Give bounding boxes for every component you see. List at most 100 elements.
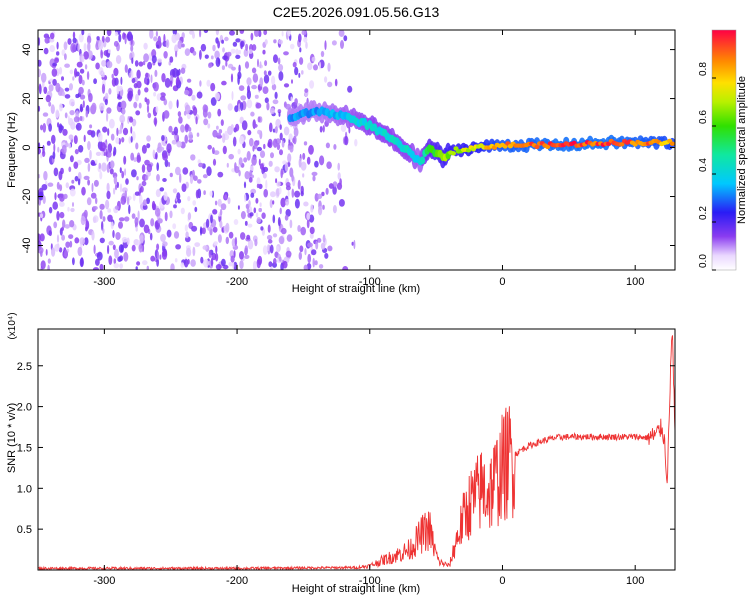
spectrogram-noise-blob <box>303 201 309 207</box>
spectrogram-noise-blob <box>118 33 122 43</box>
spectrogram-noise-blob <box>293 127 299 137</box>
spectrogram-noise-blob <box>84 237 89 246</box>
spectrogram-noise-blob <box>210 55 214 60</box>
snr-series-line <box>38 335 675 570</box>
spectrogram-noise-blob <box>299 245 304 253</box>
spectrogram-noise-blob <box>272 214 276 224</box>
spectrogram-noise-blob <box>267 142 271 148</box>
spectrogram-noise-blob <box>254 94 259 99</box>
spectrogram-noise-blob <box>69 220 75 228</box>
spectrogram-noise-blob <box>40 72 47 83</box>
spectrogram-noise-blob <box>291 79 293 84</box>
spectrogram-noise-blob <box>49 32 55 40</box>
spectrogram-noise-blob <box>337 162 341 171</box>
spectrogram-noise-blob <box>230 255 235 263</box>
spectrogram-noise-blob <box>233 250 236 258</box>
spectrogram-noise-blob <box>235 38 241 43</box>
spectrogram-noise-blob <box>145 72 149 78</box>
spectrogram-noise-blob <box>42 112 49 117</box>
x-tick-label: 0 <box>499 575 505 587</box>
spectrogram-noise-blob <box>222 145 227 155</box>
spectrogram-noise-blob <box>107 244 110 255</box>
spectrogram-noise-blob <box>207 123 211 129</box>
spectrogram-noise-blob <box>217 198 222 207</box>
spectrogram-noise-blob <box>44 37 50 44</box>
spectrogram-noise-blob <box>180 262 185 268</box>
spectrogram-noise-blob <box>83 209 88 219</box>
spectrogram-noise-blob <box>47 258 51 264</box>
spectrogram-noise-blob <box>146 104 150 113</box>
spectrogram-noise-blob <box>228 262 233 267</box>
spectrogram-noise-blob <box>118 217 125 222</box>
spectrogram-noise-blob <box>38 105 41 112</box>
spectrogram-noise-blob <box>219 220 223 228</box>
spectrogram-noise-blob <box>61 76 64 81</box>
spectrogram-noise-blob <box>269 244 274 254</box>
spectrogram-noise-blob <box>278 71 284 81</box>
spectrogram-noise-blob <box>105 199 110 210</box>
spectrogram-noise-blob <box>146 265 149 270</box>
snr-frame <box>37 328 676 571</box>
spectrogram-noise-blob <box>314 260 318 266</box>
spectrogram-noise-blob <box>62 128 68 136</box>
spectrogram-noise-blob <box>168 125 173 133</box>
spectrogram-noise-blob <box>263 74 270 84</box>
spectrogram-noise-blob <box>291 188 295 198</box>
spectrogram-noise-blob <box>101 162 107 172</box>
spectrogram-noise-blob <box>214 50 220 60</box>
spectrogram-noise-blob <box>262 86 269 94</box>
spectrogram-noise-blob <box>289 43 295 50</box>
spectrogram-noise-blob <box>115 55 122 64</box>
spectrogram-noise-blob <box>301 70 304 75</box>
spectrogram-noise-blob <box>155 106 159 113</box>
y-tick-label: 20 <box>21 92 33 104</box>
spectrogram-noise-blob <box>173 204 177 209</box>
spectrogram-noise-blob <box>212 158 217 166</box>
spectrogram-noise-blob <box>169 56 174 63</box>
spectrogram-noise-blob <box>96 36 100 41</box>
spectrogram-noise-blob <box>280 168 284 179</box>
y-tick-label: 1.0 <box>17 483 32 495</box>
spectrogram-noise-blob <box>79 237 85 245</box>
spectrogram-noise-blob <box>262 172 267 179</box>
spectrogram-noise-blob <box>184 48 191 56</box>
spectrogram-noise-blob <box>89 124 93 129</box>
spectrogram-noise-layer <box>38 30 358 270</box>
spectrogram-noise-blob <box>59 184 63 192</box>
spectrogram-noise-blob <box>151 55 157 64</box>
spectrogram-noise-blob <box>130 136 133 143</box>
spectrogram-noise-blob <box>210 214 213 224</box>
spectrogram-noise-blob <box>141 164 146 173</box>
spectrogram-noise-blob <box>192 50 197 56</box>
spectrogram-noise-blob <box>303 36 308 43</box>
spectrogram-noise-blob <box>108 255 113 265</box>
spectrogram-noise-blob <box>230 73 234 83</box>
x-tick-label: -300 <box>93 276 115 288</box>
spectrogram-noise-blob <box>55 109 60 119</box>
spectrogram-noise-blob <box>315 240 319 250</box>
spectrogram-noise-blob <box>87 162 91 172</box>
spectrogram-noise-blob <box>228 231 234 239</box>
spectrogram-noise-blob <box>166 143 172 154</box>
spectrogram-noise-blob <box>38 59 42 67</box>
spectrogram-noise-blob <box>136 261 141 266</box>
spectrogram-noise-blob <box>339 178 342 186</box>
spectrogram-noise-blob <box>235 123 240 132</box>
spectrogram-noise-blob <box>101 60 107 67</box>
spectrogram-noise-blob <box>72 76 75 81</box>
spectrogram-noise-blob <box>293 135 297 145</box>
x-tick-label: -100 <box>359 276 381 288</box>
spectrogram-noise-blob <box>141 180 147 187</box>
spectrogram-noise-blob <box>40 260 46 270</box>
spectrogram-noise-blob <box>153 36 158 42</box>
spectrogram-noise-blob <box>283 51 289 56</box>
spectrogram-noise-blob <box>150 218 155 227</box>
spectrogram-noise-blob <box>248 200 251 207</box>
spectrogram-noise-blob <box>294 66 299 76</box>
spectrogram-noise-blob <box>124 168 127 176</box>
spectrogram-noise-blob <box>73 135 78 145</box>
spectrogram-noise-blob <box>333 144 337 150</box>
spectrogram-noise-blob <box>80 106 84 112</box>
spectrogram-noise-blob <box>246 207 250 214</box>
spectrogram-noise-blob <box>217 58 220 65</box>
